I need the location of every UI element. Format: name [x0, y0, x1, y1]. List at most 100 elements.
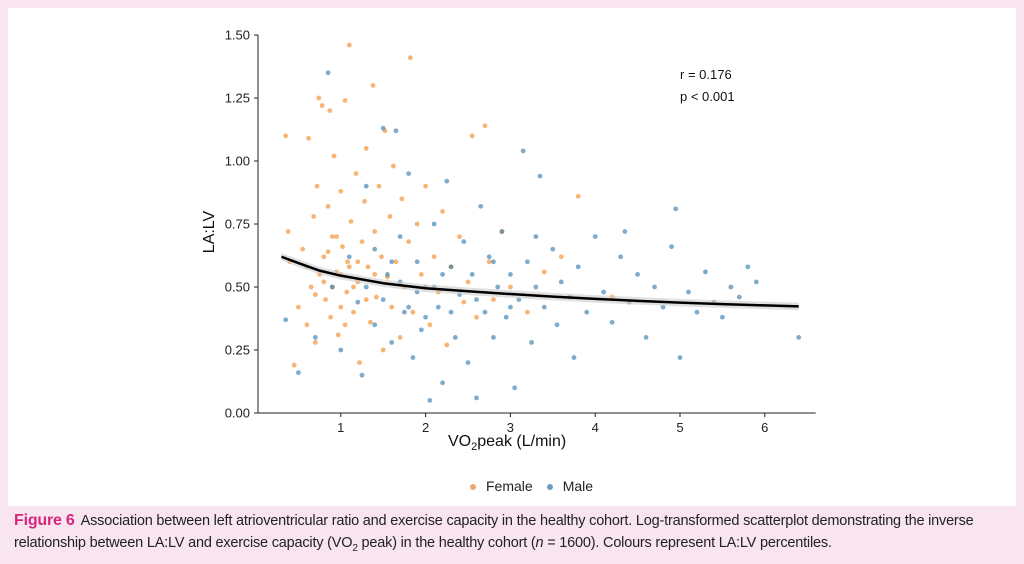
female-swatch-icon [470, 484, 476, 491]
male-point [440, 380, 445, 386]
male-point [465, 360, 471, 365]
female-point [541, 269, 547, 275]
male-point [444, 178, 450, 184]
male-point [410, 355, 416, 360]
female-point [465, 279, 471, 285]
female-point [389, 304, 395, 310]
y-tick-label: 1.50 [225, 28, 250, 43]
female-point [575, 193, 581, 199]
male-point [745, 264, 751, 270]
male-point [406, 304, 412, 310]
male-point [418, 327, 424, 333]
male-point [571, 355, 577, 360]
female-point [345, 259, 350, 265]
female-point [397, 335, 403, 340]
male-point [440, 272, 445, 277]
female-point [482, 123, 488, 129]
female-point [372, 229, 378, 234]
male-point [448, 264, 454, 270]
male-point [363, 284, 369, 290]
male-point [796, 335, 802, 340]
x-tick-label: 1 [337, 420, 344, 435]
male-point [520, 148, 526, 154]
female-point [346, 264, 352, 270]
figure-panel: 0.00 0.25 0.50 0.75 1.00 1.25 1.50 1 2 3 4 5 6 r = 0… [8, 8, 1016, 506]
male-point [643, 335, 649, 340]
female-point [387, 214, 393, 219]
female-point [304, 322, 310, 328]
female-point [418, 272, 424, 277]
x-tick-label: 6 [761, 420, 768, 435]
female-point [423, 183, 428, 189]
female-point [414, 221, 420, 227]
female-point [486, 259, 492, 265]
male-point [686, 289, 691, 295]
female-point [440, 209, 445, 214]
male-point [389, 340, 395, 345]
axes: 0.00 0.25 0.50 0.75 1.00 1.25 1.50 1 2 3 4 5 6 [225, 28, 816, 435]
male-point [673, 206, 679, 212]
male-point [397, 234, 403, 240]
female-point [335, 332, 341, 338]
male-point [423, 314, 428, 320]
female-point [291, 362, 297, 368]
male-point [372, 322, 378, 328]
scatter-plot: 0.00 0.25 0.50 0.75 1.00 1.25 1.50 1 2 3 4 5 6 r = 0… [201, 28, 816, 453]
male-point [703, 269, 708, 275]
male-point [660, 304, 666, 310]
y-tick-label: 1.25 [225, 91, 250, 106]
male-point [359, 372, 365, 378]
x-axis-label: VO2peak (L/min) [448, 433, 566, 453]
fit-line [281, 255, 799, 308]
annotation-r: r = 0.176 [680, 67, 732, 82]
female-point [376, 183, 382, 189]
female-point [314, 183, 320, 189]
male-point [677, 355, 683, 360]
female-point [355, 259, 361, 265]
male-point [452, 335, 458, 340]
female-point [524, 309, 530, 315]
male-point [427, 398, 433, 403]
male-point [338, 347, 344, 353]
female-point [308, 284, 314, 290]
figure-caption: Figure 6 Association between left atriove… [14, 512, 974, 554]
male-point [609, 319, 615, 325]
female-point [283, 133, 289, 139]
male-point [448, 309, 454, 315]
male-point [694, 309, 700, 315]
male-point [669, 244, 674, 250]
female-point [328, 314, 334, 320]
male-point [720, 314, 725, 320]
male-point [533, 234, 539, 240]
male-point [325, 70, 331, 76]
male-point [495, 284, 501, 290]
female-point [390, 163, 396, 169]
female-point [316, 95, 322, 101]
female-point [331, 153, 337, 159]
female-point [365, 264, 371, 270]
male-point [474, 297, 479, 302]
male-point [652, 284, 657, 290]
male-point [461, 239, 467, 245]
male-point [736, 294, 742, 300]
male-point [363, 183, 369, 189]
female-point [325, 249, 331, 255]
male-point [402, 309, 407, 315]
female-point [359, 239, 365, 245]
male-swatch-icon [546, 484, 553, 491]
female-point [399, 196, 405, 202]
male-point [372, 246, 378, 252]
legend-female: Female [470, 478, 533, 494]
y-tick-label: 0.50 [225, 280, 250, 295]
legend-male: Male [546, 478, 593, 494]
male-point [491, 335, 496, 340]
fit-layer [281, 252, 799, 311]
x-tick-label: 3 [507, 420, 514, 435]
male-point [435, 304, 441, 310]
male-point [508, 304, 513, 310]
female-point [372, 272, 378, 277]
female-point [321, 254, 327, 260]
y-tick-label: 0.00 [225, 406, 250, 421]
annotation-p: p < 0.001 [680, 89, 735, 104]
male-point [474, 395, 479, 401]
